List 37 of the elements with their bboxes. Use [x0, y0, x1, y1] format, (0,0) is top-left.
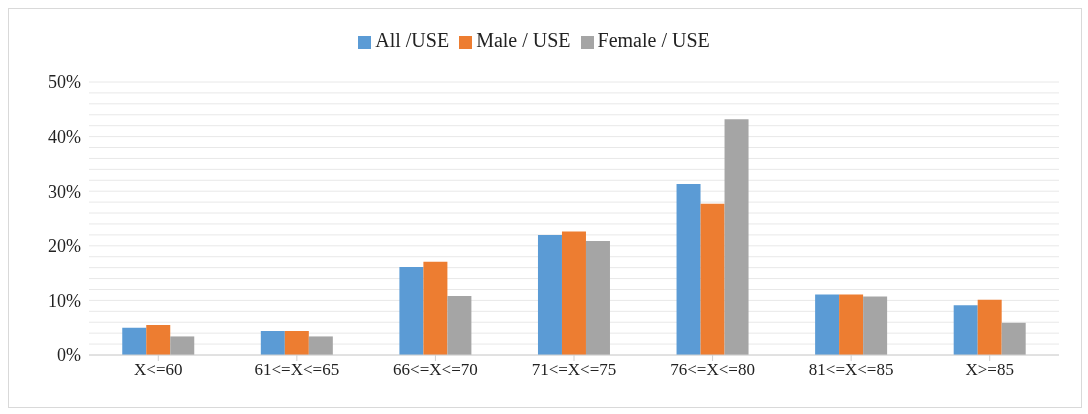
- bar: [537, 234, 562, 355]
- bar: [122, 327, 147, 355]
- y-tick-label: 30%: [48, 181, 81, 202]
- bar: [1001, 322, 1026, 355]
- bar: [815, 294, 840, 355]
- bar: [170, 336, 195, 355]
- bar: [977, 299, 1002, 355]
- legend-label: Female / USE: [597, 29, 710, 51]
- y-tick-label: 20%: [48, 236, 81, 257]
- bar: [676, 184, 701, 355]
- bar: [839, 294, 864, 355]
- x-tick-label: 61<=X<=65: [254, 360, 340, 380]
- bar: [260, 330, 285, 355]
- legend-label: All /USE: [375, 29, 450, 51]
- bar: [308, 336, 333, 355]
- y-tick-label: 40%: [48, 126, 81, 147]
- legend-label: Male / USE: [476, 29, 571, 51]
- bar: [585, 240, 610, 355]
- x-tick-label: 76<=X<=80: [670, 360, 755, 380]
- bar: [863, 296, 888, 355]
- bar: [953, 305, 978, 355]
- bar: [561, 231, 586, 355]
- y-tick-label: 50%: [48, 72, 81, 93]
- x-tick-label: 71<=X<=75: [531, 360, 617, 380]
- bar: [447, 296, 472, 355]
- x-tick-label: X>=85: [965, 360, 1014, 380]
- bar: [423, 261, 448, 355]
- x-tick-label: X<=60: [134, 360, 183, 380]
- y-tick-label: 10%: [48, 290, 81, 311]
- x-tick-label: 81<=X<=85: [808, 360, 894, 380]
- y-tick-label: 0%: [57, 345, 81, 366]
- bar: [284, 330, 309, 355]
- bar: [146, 324, 171, 355]
- bar: [700, 203, 725, 355]
- x-tick-label: 66<=X<=70: [393, 360, 478, 380]
- bar: [399, 267, 424, 355]
- bar: [724, 119, 749, 355]
